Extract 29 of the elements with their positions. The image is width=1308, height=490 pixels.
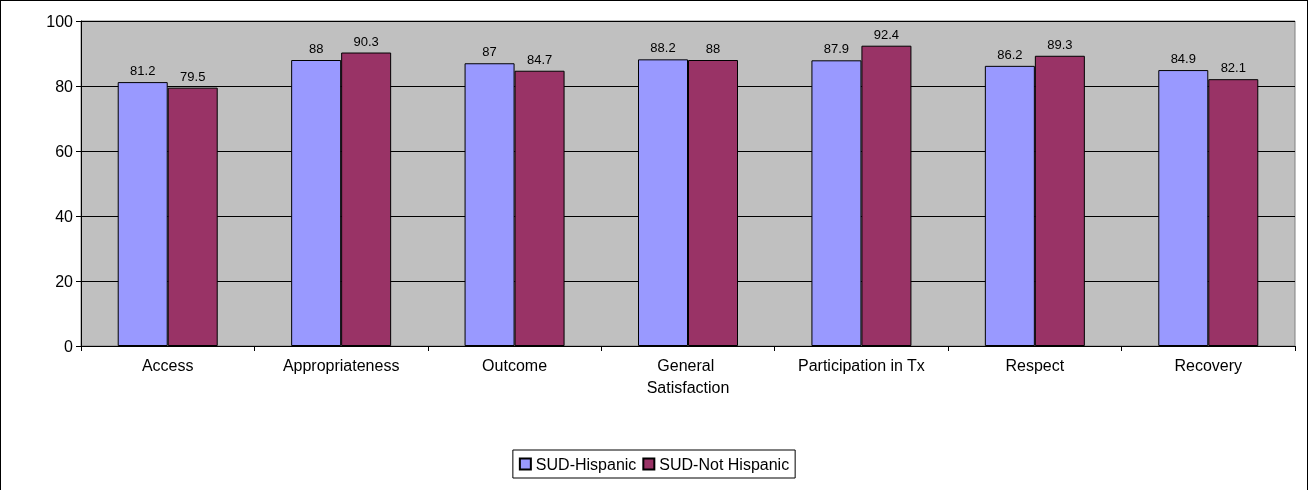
legend-label: SUD-Not Hispanic — [659, 455, 790, 473]
y-tick-label: 20 — [55, 272, 74, 290]
y-tick-label: 0 — [64, 337, 74, 355]
y-tick-label: 40 — [55, 207, 74, 225]
data-label: 88 — [308, 41, 324, 56]
data-label: 87.9 — [823, 41, 850, 57]
data-label: 92.4 — [873, 26, 900, 42]
data-label: 79.5 — [180, 68, 206, 84]
data-label: 89.3 — [1047, 36, 1073, 52]
x-tick-label: General Satisfaction — [646, 356, 730, 396]
x-tick-label: Participation in Tx — [797, 356, 925, 374]
x-tick-label: Access — [141, 356, 194, 374]
x-tick-label: Respect — [1005, 356, 1065, 374]
legend-label: SUD-Hispanic — [535, 455, 637, 473]
data-label: 87 — [482, 44, 497, 60]
x-tick-label: Recovery — [1174, 356, 1243, 374]
data-label: 84.7 — [526, 51, 553, 67]
y-tick-label: 80 — [55, 77, 74, 95]
x-tick-label: Appropriateness — [282, 356, 400, 374]
data-label: 81.2 — [130, 63, 156, 79]
y-tick-label: 100 — [46, 12, 74, 30]
data-label: 82.1 — [1220, 60, 1246, 76]
data-label: 86.2 — [997, 46, 1023, 62]
x-tick-label: Outcome — [482, 356, 548, 374]
data-label: 88.2 — [650, 40, 676, 56]
data-label: 88 — [705, 41, 721, 56]
y-tick-label: 60 — [55, 142, 74, 160]
data-label: 90.3 — [353, 33, 379, 49]
data-label: 84.9 — [1170, 51, 1196, 67]
